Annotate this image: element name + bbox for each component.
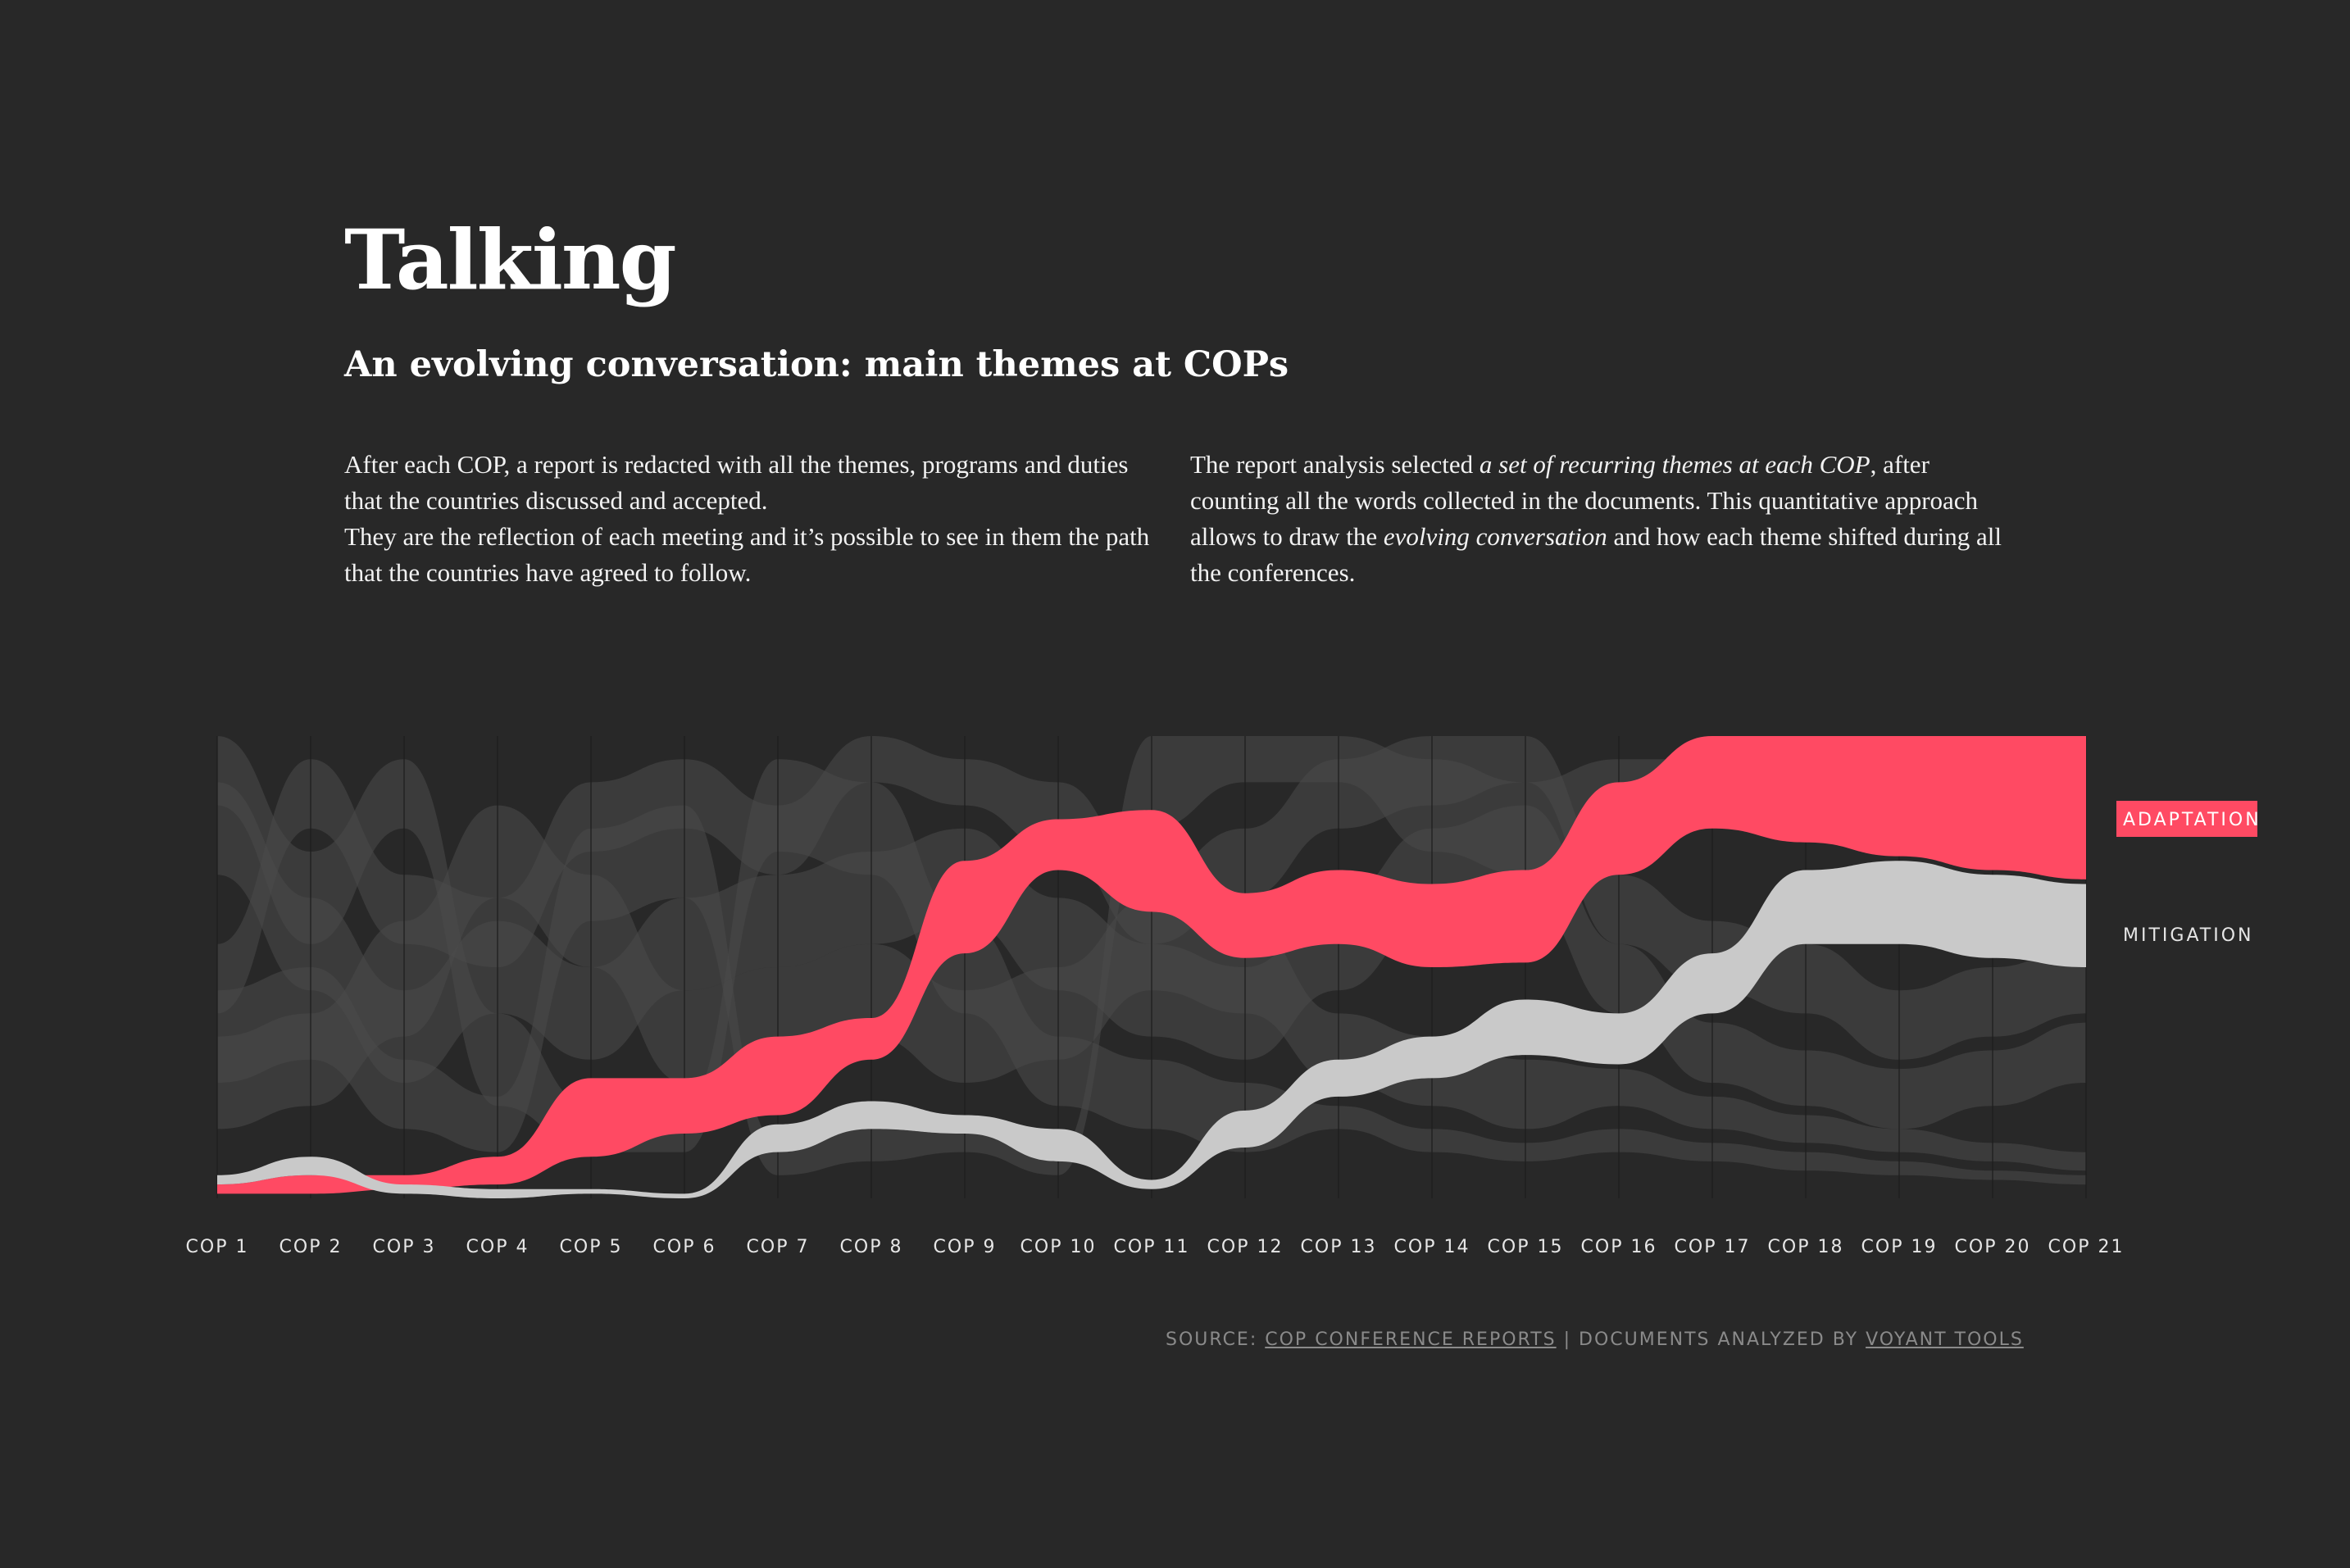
x-tick-label: COP 5	[560, 1237, 623, 1257]
legend-label-mitigation: MITIGATION	[2123, 925, 2254, 946]
x-tick-label: COP 13	[1301, 1237, 1377, 1257]
x-tick-label: COP 20	[1955, 1237, 2031, 1257]
intro-right-text-c: , after counting all the words collected…	[1190, 450, 1979, 551]
x-tick-label: COP 2	[280, 1237, 343, 1257]
intro-right-text-a: The report analysis selected	[1190, 450, 1480, 479]
legend-swatch-adaptation	[2116, 801, 2257, 837]
page-title: Talking	[344, 211, 677, 308]
source-note: SOURCE: COP CONFERENCE REPORTS | DOCUMEN…	[1166, 1329, 2024, 1350]
intro-right: The report analysis selected a set of re…	[1190, 447, 2010, 591]
legend: ADAPTATION MITIGATION	[2116, 801, 2261, 946]
chart-subtitle: An evolving conversation: main themes at…	[344, 344, 1289, 385]
source-prefix: SOURCE:	[1166, 1329, 1266, 1350]
source-link-cop-reports[interactable]: COP CONFERENCE REPORTS	[1265, 1329, 1557, 1350]
x-tick-label: COP 14	[1394, 1237, 1470, 1257]
intro-right-text-e: and how each theme shifted during all th…	[1190, 522, 2002, 587]
x-tick-label: COP 12	[1207, 1237, 1284, 1257]
x-tick-label: COP 11	[1114, 1237, 1190, 1257]
x-tick-label: COP 17	[1675, 1237, 1751, 1257]
intro-left-paragraph-1: After each COP, a report is redacted wit…	[344, 450, 1129, 515]
x-tick-label: COP 8	[840, 1237, 903, 1257]
x-tick-label: COP 21	[2048, 1237, 2125, 1257]
x-tick-label: COP 19	[1861, 1237, 1938, 1257]
x-tick-label: COP 7	[747, 1237, 810, 1257]
intro-left: After each COP, a report is redacted wit…	[344, 447, 1164, 591]
x-axis-ticks: COP 1 COP 2 COP 3 COP 4 COP 5 COP 6 COP 7 COP 8…	[186, 1237, 2125, 1257]
source-link-voyant-tools[interactable]: VOYANT TOOLS	[1866, 1329, 2024, 1350]
x-tick-label: COP 1	[186, 1237, 249, 1257]
x-tick-label: COP 10	[1020, 1237, 1097, 1257]
series-band-adaptation	[217, 736, 2086, 1194]
x-tick-label: COP 3	[373, 1237, 436, 1257]
legend-label-adaptation: ADAPTATION	[2123, 810, 2261, 830]
x-tick-label: COP 15	[1488, 1237, 1564, 1257]
x-tick-label: COP 4	[466, 1237, 530, 1257]
source-middle: | DOCUMENTS ANALYZED BY	[1556, 1329, 1866, 1350]
intro-right-paragraph: The report analysis selected a set of re…	[1190, 447, 2010, 591]
x-tick-label: COP 16	[1581, 1237, 1657, 1257]
x-tick-label: COP 6	[653, 1237, 716, 1257]
series-band-mitigation	[217, 861, 2086, 1198]
intro-left-paragraph-2: They are the reflection of each meeting …	[344, 522, 1150, 587]
intro-right-emphasis-1: a set of recurring themes at each COP	[1479, 450, 1870, 479]
x-tick-label: COP 18	[1768, 1237, 1844, 1257]
intro-right-emphasis-2: evolving conversation	[1383, 522, 1607, 551]
highlight-theme-layers	[217, 736, 2086, 1198]
x-tick-label: COP 9	[934, 1237, 997, 1257]
